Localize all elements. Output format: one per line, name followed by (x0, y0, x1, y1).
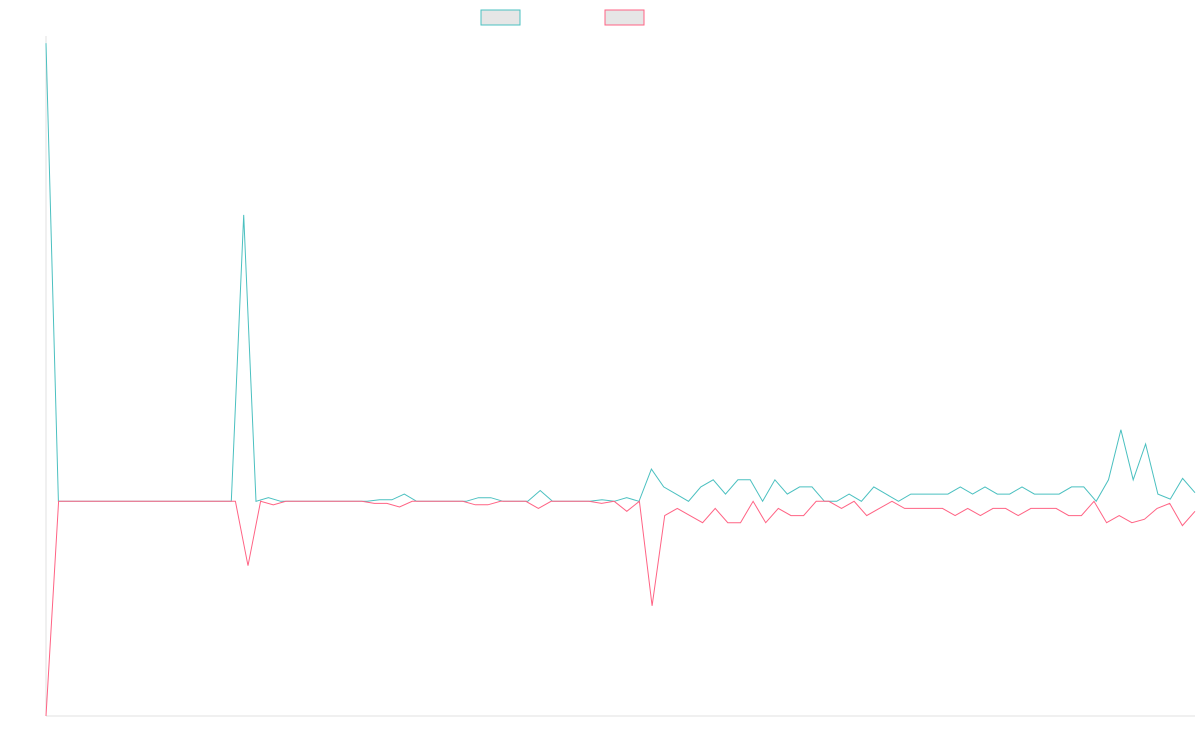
plot-area (45, 43, 1196, 717)
legend-item-series-2[interactable] (604, 9, 645, 26)
legend-swatch-series-1 (480, 9, 521, 26)
series-line-1 (45, 43, 1196, 503)
series-line-2 (45, 500, 1196, 717)
legend-swatch-series-2 (604, 9, 645, 26)
legend (480, 9, 645, 26)
legend-item-series-1[interactable] (480, 9, 521, 26)
